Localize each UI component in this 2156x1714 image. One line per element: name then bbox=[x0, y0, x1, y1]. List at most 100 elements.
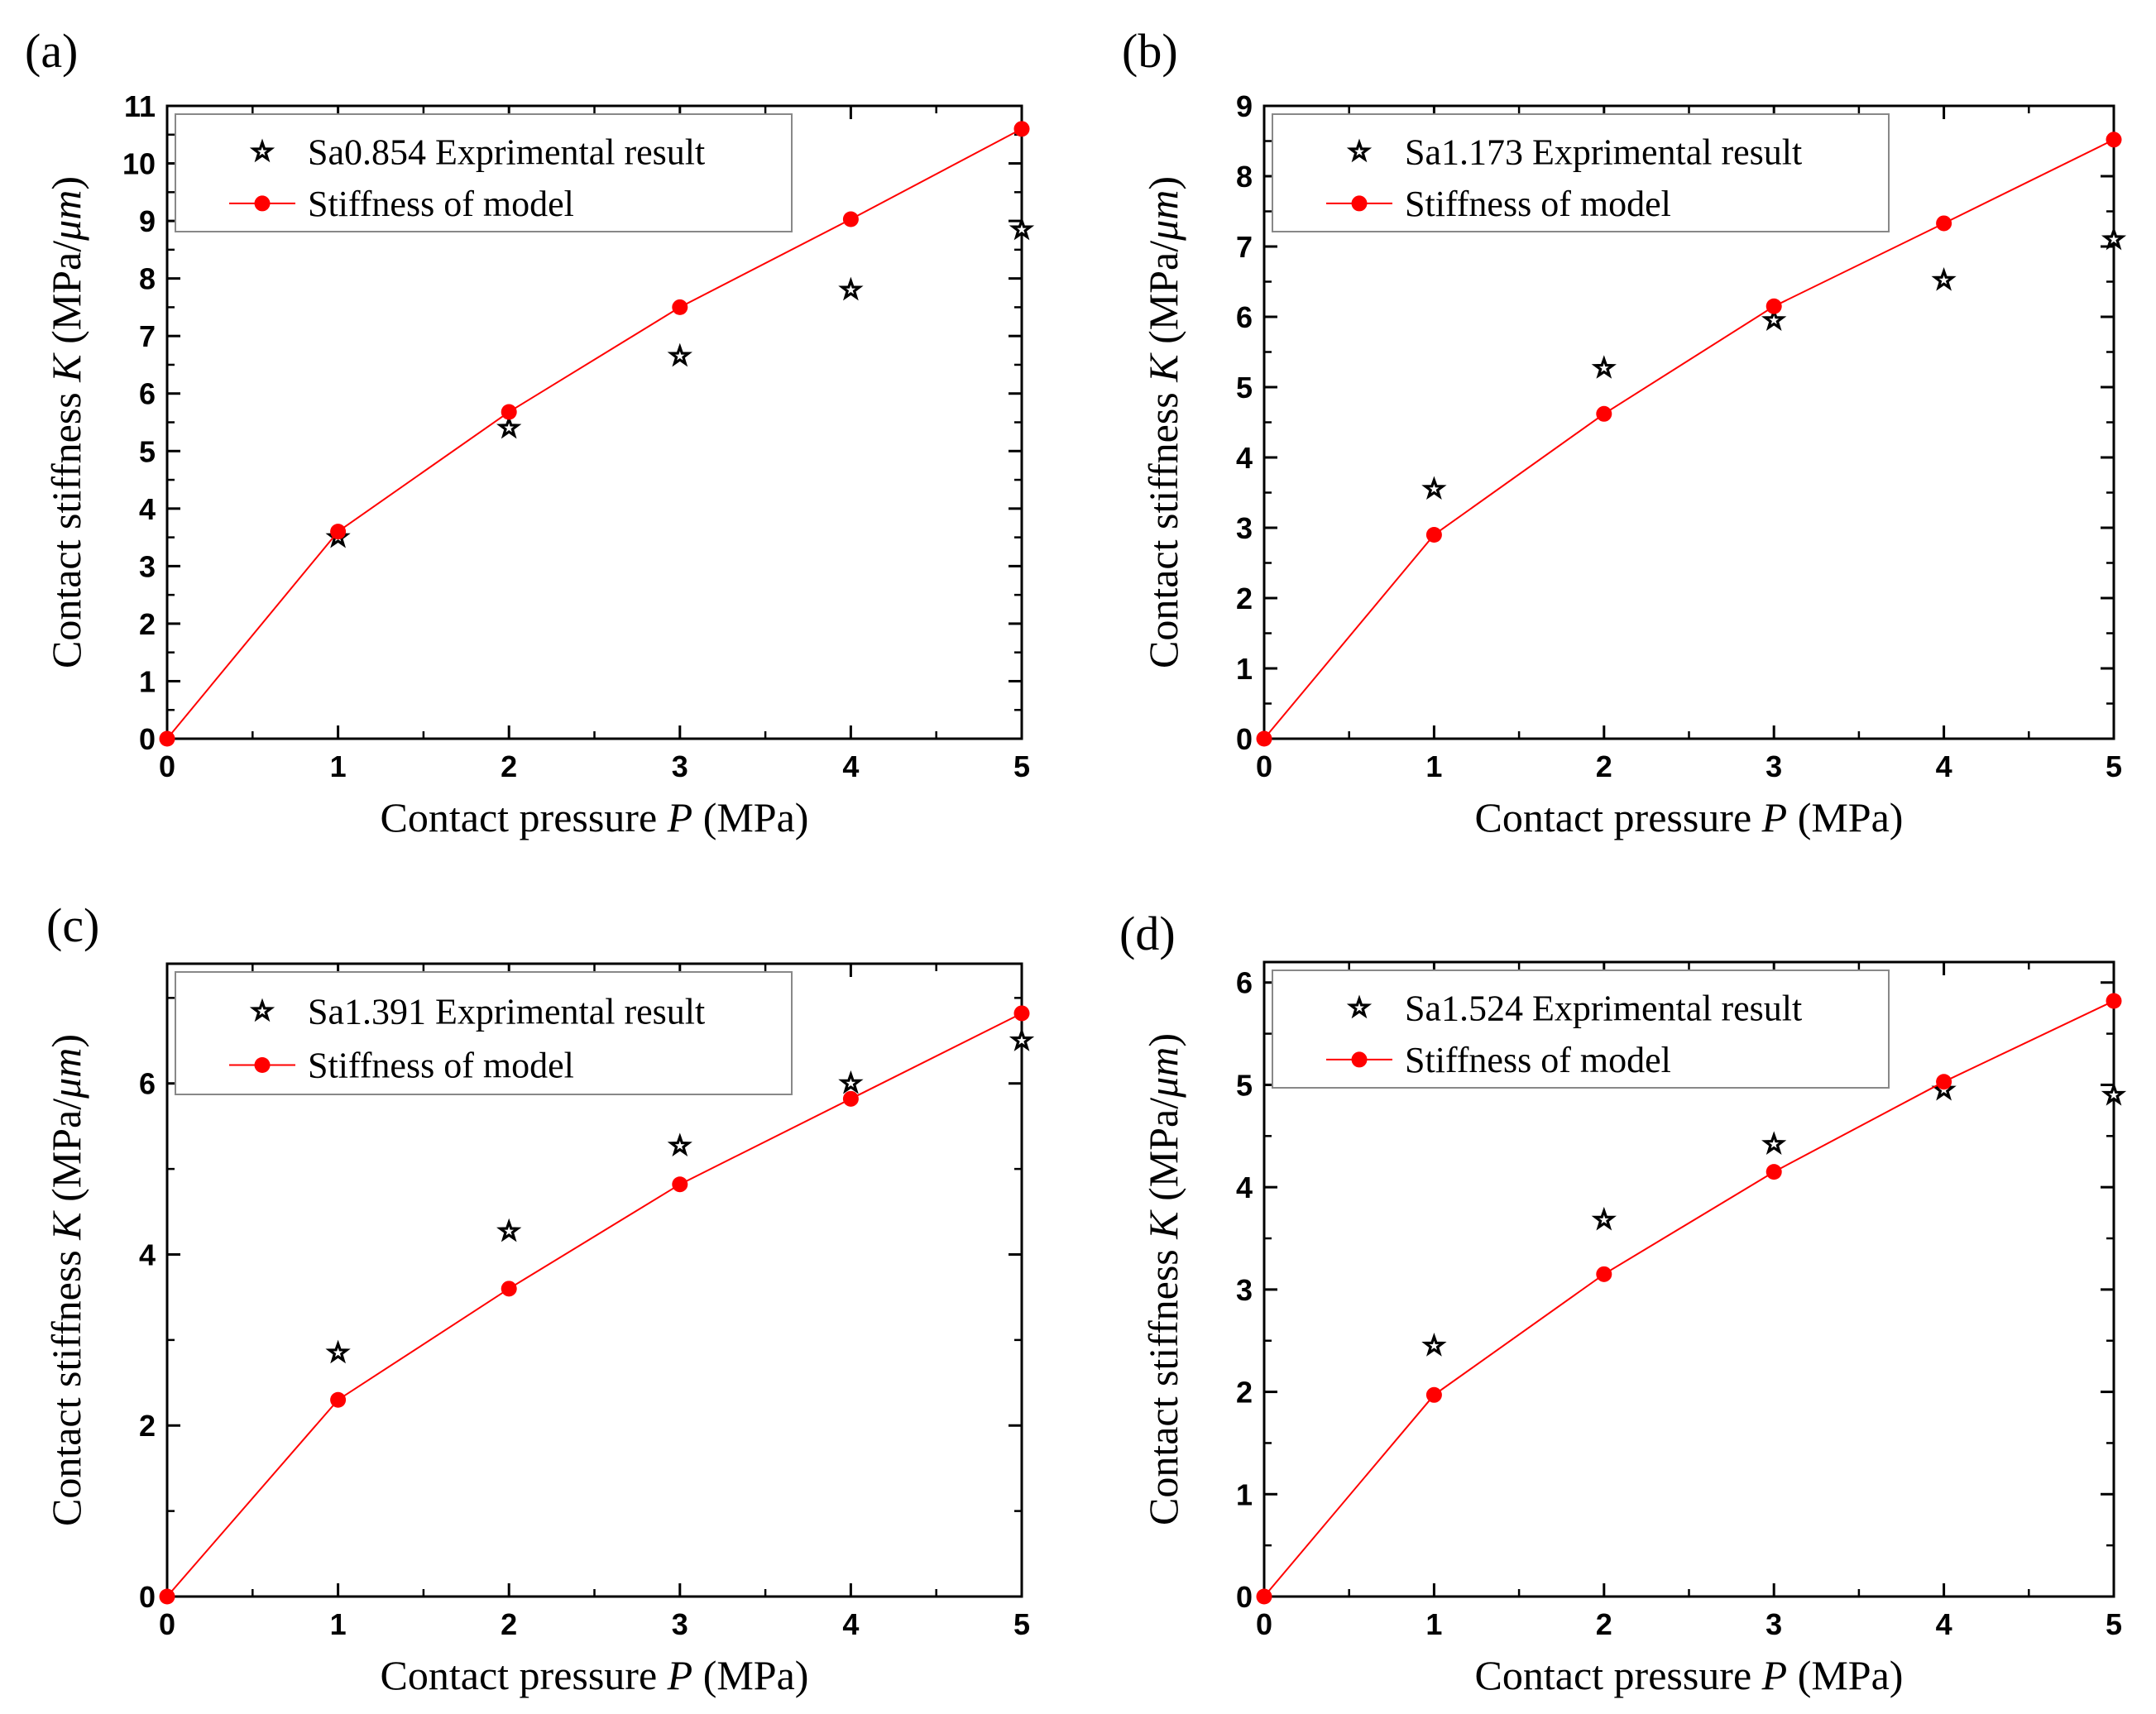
y-axis-title-end: ) bbox=[1140, 1033, 1186, 1047]
model-point bbox=[2106, 132, 2122, 148]
legend-star-marker bbox=[1346, 138, 1373, 163]
y-axis-title: Contact stiffness K (MPa/μm) bbox=[1140, 176, 1186, 668]
legend-circle-marker bbox=[254, 195, 271, 212]
x-tick-label: 2 bbox=[1596, 1607, 1612, 1641]
y-tick-label: 11 bbox=[124, 89, 156, 123]
legend-label-model: Stiffness of model bbox=[308, 184, 574, 224]
model-point bbox=[1256, 1588, 1272, 1605]
y-axis-title-mu: μm bbox=[1140, 190, 1186, 242]
y-tick-label: 9 bbox=[1236, 89, 1253, 123]
x-axis-title-text: Contact pressure bbox=[1475, 794, 1762, 840]
x-tick-label: 3 bbox=[672, 1607, 688, 1641]
y-tick-label: 9 bbox=[139, 204, 156, 238]
x-axis-title-var: P bbox=[1761, 794, 1788, 840]
y-axis-title-text: Contact stiffness bbox=[43, 382, 89, 668]
experimental-point bbox=[2101, 226, 2127, 251]
x-tick-label: 5 bbox=[2106, 1607, 2122, 1641]
legend-star-marker bbox=[249, 998, 275, 1022]
experimental-point bbox=[1591, 1206, 1617, 1231]
legend-star-marker bbox=[249, 138, 275, 163]
series-model bbox=[159, 1005, 1030, 1605]
model-point bbox=[842, 1090, 859, 1107]
y-tick-label: 0 bbox=[1236, 1580, 1253, 1614]
x-axis-title-var: P bbox=[667, 794, 693, 840]
y-tick-label: 0 bbox=[139, 722, 156, 756]
model-point bbox=[330, 1391, 347, 1408]
x-tick-label: 4 bbox=[842, 1607, 859, 1641]
experimental-point bbox=[667, 1132, 692, 1157]
y-tick-label: 8 bbox=[139, 262, 156, 296]
x-tick-label: 0 bbox=[1256, 1607, 1272, 1641]
model-point bbox=[501, 404, 517, 420]
model-line bbox=[166, 127, 1023, 740]
x-tick-label: 2 bbox=[501, 1607, 517, 1641]
y-axis-title-text: Contact stiffness bbox=[43, 1240, 89, 1526]
model-point bbox=[1425, 1386, 1442, 1403]
panel-label-a: (a) bbox=[25, 24, 79, 78]
series-experimental bbox=[325, 216, 1035, 548]
x-tick-label: 3 bbox=[1766, 1607, 1782, 1641]
model-point bbox=[842, 211, 859, 227]
model-point bbox=[1256, 730, 1272, 747]
x-tick-label: 4 bbox=[1936, 749, 1952, 783]
model-point bbox=[2106, 993, 2122, 1009]
legend: Sa1.524 Exprimental result Stiffness of m… bbox=[1272, 970, 1890, 1089]
experimental-point bbox=[1009, 1027, 1035, 1051]
panel-label-b: (b) bbox=[1122, 24, 1178, 78]
model-point bbox=[672, 299, 688, 315]
x-tick-label: 2 bbox=[501, 749, 517, 783]
x-axis-title: Contact pressure P (MPa) bbox=[381, 1652, 809, 1698]
model-point bbox=[1425, 527, 1442, 543]
y-axis-title-var: K bbox=[1140, 352, 1186, 383]
legend-circle-marker bbox=[1351, 195, 1368, 212]
x-tick-label: 3 bbox=[672, 749, 688, 783]
x-axis-title-unit: (MPa) bbox=[1787, 794, 1903, 840]
y-tick-label: 7 bbox=[139, 319, 156, 353]
model-line bbox=[1263, 1000, 2115, 1597]
y-tick-label: 7 bbox=[1236, 230, 1253, 264]
chart-panel-a: 0 1 2 3 4 5 0 1 2 3 4 5 6 7 8 9 10 11 Contact pressure P (… bbox=[43, 89, 1035, 840]
y-tick-label: 1 bbox=[139, 664, 156, 698]
model-point bbox=[1766, 1164, 1782, 1180]
y-axis-title-var: K bbox=[1140, 1209, 1186, 1240]
y-tick-label: 2 bbox=[139, 607, 156, 641]
x-axis-title-unit: (MPa) bbox=[1787, 1652, 1903, 1698]
series-model bbox=[1256, 993, 2122, 1605]
legend-label-model: Stiffness of model bbox=[308, 1045, 574, 1085]
y-tick-label: 4 bbox=[139, 1238, 156, 1271]
experimental-point bbox=[325, 1339, 351, 1364]
y-axis-title-unit: (MPa/ bbox=[43, 1099, 89, 1213]
x-tick-label: 4 bbox=[1936, 1607, 1952, 1641]
y-tick-label: 1 bbox=[1236, 652, 1253, 686]
y-tick-label: 8 bbox=[1236, 160, 1253, 194]
legend-box bbox=[1272, 113, 1890, 232]
model-point bbox=[1766, 298, 1782, 314]
y-tick-label: 3 bbox=[1236, 1273, 1253, 1307]
x-axis-title: Contact pressure P (MPa) bbox=[381, 794, 809, 840]
experimental-point bbox=[2101, 1081, 2127, 1106]
y-axis-title-var: K bbox=[43, 352, 89, 383]
x-tick-label: 1 bbox=[1425, 749, 1442, 783]
y-axis-title-end: ) bbox=[1140, 176, 1186, 190]
series-model bbox=[159, 121, 1030, 747]
model-point bbox=[159, 1588, 175, 1605]
model-point bbox=[1936, 215, 1952, 232]
x-axis-title: Contact pressure P (MPa) bbox=[1475, 1652, 1904, 1698]
legend-box bbox=[175, 113, 793, 232]
x-tick-label: 1 bbox=[330, 1607, 347, 1641]
model-point bbox=[501, 1281, 517, 1297]
y-tick-label: 4 bbox=[139, 492, 156, 526]
legend: Sa1.173 Exprimental result Stiffness of m… bbox=[1272, 113, 1890, 232]
y-tick-label: 3 bbox=[139, 549, 156, 583]
legend-label-experimental: Sa1.524 Exprimental result bbox=[1405, 988, 1802, 1028]
y-axis-title-unit: (MPa/ bbox=[43, 241, 89, 355]
x-tick-label: 3 bbox=[1766, 749, 1782, 783]
y-tick-label: 6 bbox=[139, 1067, 156, 1101]
x-tick-label: 1 bbox=[1425, 1607, 1442, 1641]
y-tick-label: 5 bbox=[1236, 1068, 1253, 1102]
panel-label-c: (c) bbox=[46, 898, 100, 952]
series-model bbox=[1256, 132, 2122, 747]
